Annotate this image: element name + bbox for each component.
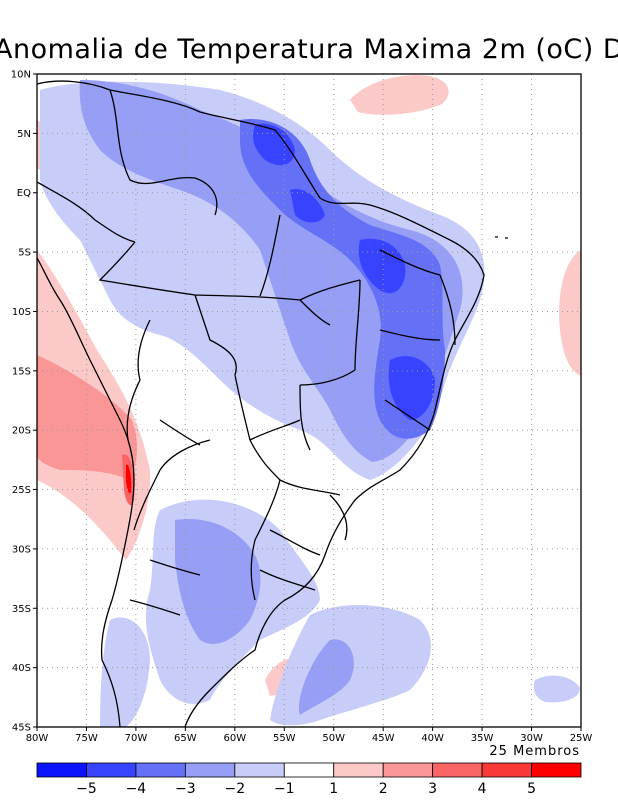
lat-tick-label: 15S — [12, 366, 31, 377]
lon-tick-label: 35W — [471, 733, 494, 744]
cool-anomaly-level4-delta — [290, 189, 325, 223]
lat-tick-label: 10S — [12, 307, 31, 318]
lon-tick-label: 80W — [26, 733, 49, 744]
coastline-borders — [37, 80, 508, 727]
cool-anomaly-level2-north — [79, 80, 463, 462]
south-america-coastline — [37, 80, 485, 727]
lon-tick-label: 30W — [520, 733, 543, 744]
members-label: 25 Membros — [489, 744, 580, 759]
cool-anomaly-level4-northeast — [388, 356, 435, 420]
atlantic-islands — [495, 236, 508, 239]
colorbar: −5 −4 −3 −2 −1 1 2 3 4 5 — [36, 762, 582, 797]
lon-tick-label: 60W — [224, 733, 247, 744]
longitude-ticks: 80W 75W 70W 65W 60W 55W 50W 45W 40W 35W 30W 25W — [26, 727, 593, 744]
cool-anomaly-level2-south — [175, 519, 261, 644]
colorbar-swatch — [531, 762, 582, 778]
warm-anomaly-pacific-core — [37, 355, 137, 480]
warm-anomaly-atlantic-north — [350, 75, 449, 115]
map-frame — [36, 73, 582, 728]
lon-tick-label: 65W — [174, 733, 197, 744]
colorbar-swatch — [481, 762, 532, 778]
colorbar-swatch — [234, 762, 285, 778]
lat-tick-label: 35S — [12, 604, 31, 615]
lon-tick-label: 75W — [75, 733, 98, 744]
lon-tick-label: 70W — [125, 733, 148, 744]
colorbar-label: 1 — [329, 781, 338, 797]
brazil-state-borders — [129, 249, 456, 616]
colorbar-label: 5 — [527, 781, 536, 797]
lat-tick-label: 30S — [12, 544, 31, 555]
lon-tick-label: 45W — [372, 733, 395, 744]
lat-tick-label: 25S — [12, 485, 31, 496]
map-title-text: Anomalia de Temperatura Maxima 2m (oC) D… — [0, 34, 618, 65]
lon-tick-label: 40W — [421, 733, 444, 744]
lat-tick-label: 10N — [11, 70, 31, 81]
colorbar-swatch — [86, 762, 137, 778]
anomaly-shading — [37, 75, 581, 727]
colorbar-swatch — [135, 762, 186, 778]
colorbar-label: −1 — [274, 781, 295, 797]
lat-tick-label: 5N — [17, 129, 31, 140]
colorbar-swatch — [333, 762, 384, 778]
warm-anomaly-atlantic-east — [559, 250, 581, 376]
country-borders — [37, 89, 341, 601]
colorbar-swatch — [432, 762, 483, 778]
cool-anomaly-level2-atlantic — [299, 639, 354, 715]
colorbar-label: 2 — [379, 781, 388, 797]
colorbar-swatch — [382, 762, 434, 778]
colorbar-label: −4 — [126, 781, 147, 797]
cool-anomaly-east-atlantic — [533, 675, 580, 703]
colorbar-label: 3 — [428, 781, 437, 797]
colorbar-label: 4 — [478, 781, 487, 797]
lon-tick-label: 50W — [322, 733, 345, 744]
lat-tick-label: EQ — [17, 188, 31, 199]
grid-lines — [37, 74, 581, 727]
colorbar-label: −5 — [76, 781, 97, 797]
cool-anomaly-patagonia-west — [100, 617, 150, 727]
latitude-ticks: 10N 5N EQ 5S 10S 15S 20S 25S 30S 35S 40S 45S — [11, 70, 37, 734]
lat-tick-label: 5S — [18, 248, 31, 259]
colorbar-swatch — [36, 762, 87, 778]
colorbar-label: −2 — [224, 781, 245, 797]
colorbar-swatch — [283, 762, 335, 778]
lon-tick-label: 25W — [570, 733, 593, 744]
cool-anomaly-level4-east — [358, 238, 406, 294]
map-title: Anomalia de Temperatura Maxima 2m (oC) D… — [0, 34, 618, 74]
lat-tick-label: 20S — [12, 426, 31, 437]
colorbar-label: −3 — [175, 781, 196, 797]
lat-tick-label: 45S — [12, 723, 31, 734]
warm-anomaly-andes-peak — [126, 464, 132, 494]
lon-tick-label: 55W — [273, 733, 296, 744]
colorbar-swatch — [184, 762, 236, 778]
lat-tick-label: 40S — [12, 663, 31, 674]
